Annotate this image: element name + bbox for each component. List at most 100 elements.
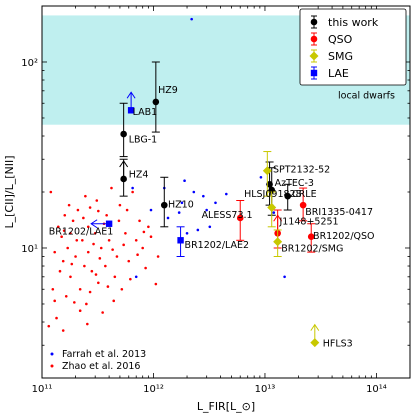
zhao-point xyxy=(113,275,117,279)
data-point xyxy=(120,175,127,183)
zhao-point xyxy=(88,290,92,294)
point-label: CRLE xyxy=(292,189,317,200)
y-axis-label: L_[CII]/L_[NII] xyxy=(3,155,16,228)
zhao-point xyxy=(98,257,102,260)
legend-marker xyxy=(310,35,318,43)
zhao-point xyxy=(74,255,77,258)
legend-lower-label: Zhao et al. 2016 xyxy=(62,361,140,372)
zhao-point xyxy=(64,294,68,298)
zhao-point xyxy=(110,186,113,190)
point-label: BR1202/SMG xyxy=(281,243,343,254)
x-axis-label: L_FIR[L_⊙] xyxy=(197,400,255,413)
legend-label: SMG xyxy=(328,50,353,63)
data-point xyxy=(177,237,184,244)
zhao-point xyxy=(78,287,82,291)
zhao-point xyxy=(134,238,138,242)
point-label: AzTEC-3 xyxy=(275,178,314,189)
zhao-point xyxy=(111,248,114,251)
zhao-point xyxy=(71,219,75,223)
zhao-point xyxy=(144,266,147,270)
point-label: LBG-1 xyxy=(129,134,157,145)
data-point xyxy=(262,166,272,176)
zhao-point xyxy=(75,238,79,242)
zhao-point xyxy=(92,242,95,246)
zhao-point xyxy=(53,250,57,254)
data-point xyxy=(152,98,160,106)
farrah-point xyxy=(192,190,196,194)
zhao-point xyxy=(112,299,116,303)
zhao-point xyxy=(131,190,134,194)
x-tick-label: 10¹⁴ xyxy=(366,384,387,395)
zhao-point xyxy=(84,194,87,198)
x-tick-label: 10¹¹ xyxy=(32,384,53,395)
farrah-point xyxy=(177,211,181,214)
zhao-point xyxy=(78,309,82,313)
point-label: SPT2132-52 xyxy=(273,164,330,175)
zhao-point xyxy=(76,208,80,212)
zhao-point xyxy=(69,231,72,235)
point-label: BRI1335-0417 xyxy=(305,207,373,218)
farrah-point xyxy=(180,201,184,205)
data-point xyxy=(267,203,277,213)
zhao-point xyxy=(56,225,60,229)
zhao-point xyxy=(70,262,74,266)
zhao-point xyxy=(51,287,55,291)
zhao-point xyxy=(124,231,127,235)
farrah-point xyxy=(208,225,212,229)
zhao-point xyxy=(61,329,65,332)
limit-arrow-head xyxy=(119,160,129,168)
limit-arrow-head xyxy=(126,91,136,99)
data-point xyxy=(266,181,273,188)
point-label: HLSJ091828 xyxy=(244,189,302,200)
zhao-point xyxy=(118,203,122,207)
data-point xyxy=(160,201,168,209)
farrah-point xyxy=(225,192,228,196)
zhao-point xyxy=(105,213,108,217)
data-point xyxy=(307,233,315,241)
zhao-point xyxy=(86,225,90,229)
zhao-point xyxy=(66,246,69,250)
data-point xyxy=(273,237,283,247)
zhao-point xyxy=(53,299,57,303)
zhao-point xyxy=(62,229,66,232)
zhao-point xyxy=(117,219,121,223)
zhao-point xyxy=(47,324,51,328)
data-point xyxy=(127,107,135,114)
zhao-point xyxy=(154,282,158,286)
legend-marker xyxy=(310,69,318,77)
zhao-point xyxy=(106,285,110,288)
point-label: BR1202/LAE2 xyxy=(185,240,250,251)
farrah-point xyxy=(190,17,193,21)
zhao-point xyxy=(61,259,65,263)
farrah-point xyxy=(183,179,186,183)
farrah-point xyxy=(196,228,200,232)
zhao-point xyxy=(138,219,141,223)
farrah-point xyxy=(202,194,205,198)
zhao-point xyxy=(127,259,131,263)
data-point xyxy=(105,220,113,227)
zhao-point xyxy=(156,255,160,258)
zhao-point xyxy=(73,301,76,304)
legend-marker xyxy=(310,18,318,26)
legend-label: this work xyxy=(328,16,379,29)
zhao-point xyxy=(120,287,124,291)
zhao-point xyxy=(63,213,67,217)
zhao-point xyxy=(95,199,99,202)
farrah-point xyxy=(131,186,134,190)
zhao-point xyxy=(115,255,119,258)
legend-lower-marker xyxy=(50,364,54,368)
point-label: HZ9 xyxy=(158,85,178,96)
farrah-point xyxy=(272,211,276,214)
zhao-point xyxy=(58,269,62,273)
zhao-point xyxy=(122,243,125,247)
zhao-point xyxy=(86,322,89,326)
zhao-point xyxy=(69,275,72,279)
zhao-point xyxy=(49,190,53,194)
zhao-point xyxy=(67,203,71,207)
local-dwarfs-label: local dwarfs xyxy=(338,91,395,102)
zhao-point xyxy=(149,235,153,239)
farrah-point xyxy=(185,231,189,235)
legend-marker xyxy=(309,51,319,61)
zhao-point xyxy=(101,311,104,314)
